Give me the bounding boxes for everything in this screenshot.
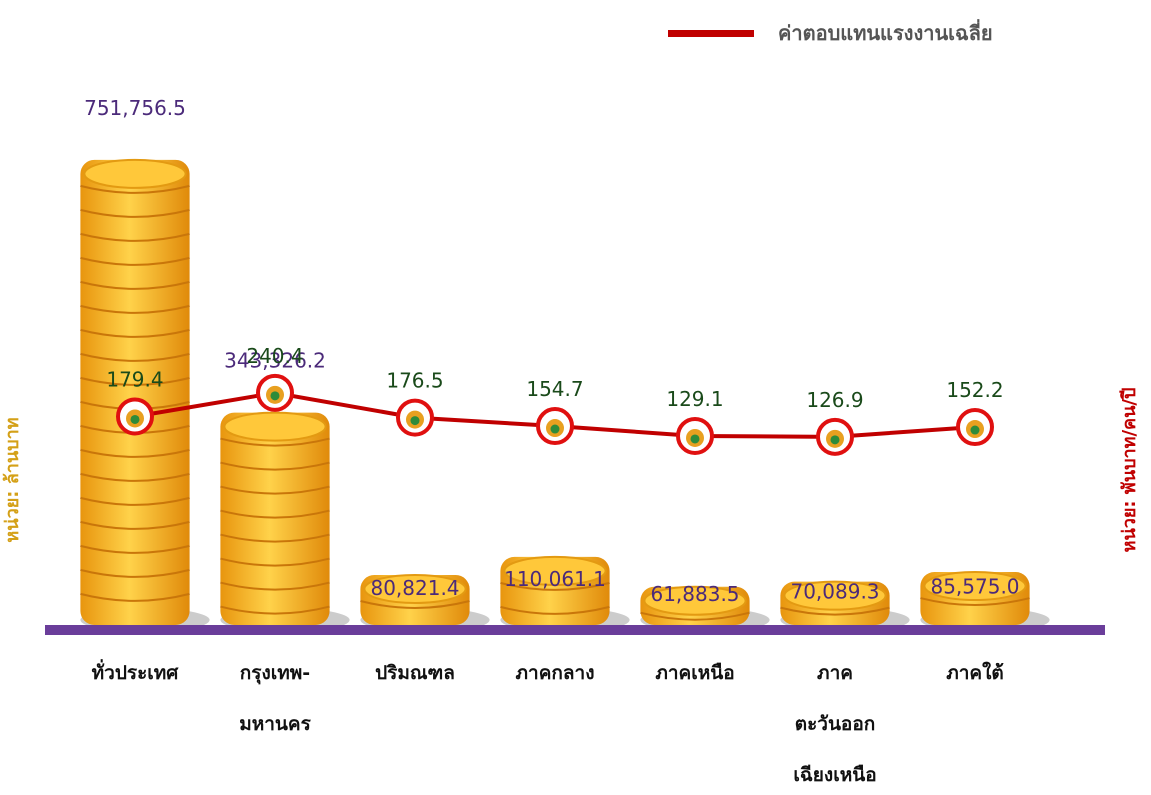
- money-bag-dot: [830, 435, 840, 445]
- x-tick-label: ภาคเหนือ: [655, 662, 735, 684]
- coin-edge: [80, 352, 190, 362]
- coin-edge: [80, 304, 190, 314]
- coin-edge: [220, 509, 330, 519]
- x-tick-label: ภาคกลาง: [515, 662, 595, 684]
- coin-edge: [220, 461, 330, 471]
- legend-swatch: [668, 30, 754, 37]
- line-value-label: 126.9: [806, 388, 863, 412]
- coin-edge: [80, 280, 190, 290]
- coin-edge: [920, 597, 1030, 606]
- y2-axis-label: หน่วย: พันบาท/คน/ปี: [1119, 388, 1140, 553]
- x-tick-label: ทั่วประเทศ: [91, 662, 179, 684]
- line-value-label: 240.4: [246, 344, 303, 368]
- line-value-label: 176.5: [386, 369, 443, 393]
- bar: [80, 159, 190, 626]
- coin-edge: [80, 472, 190, 482]
- coin-edge: [80, 592, 190, 602]
- coin-edge: [80, 208, 190, 218]
- money-bag-dot: [970, 425, 980, 435]
- coin-edge: [80, 376, 190, 386]
- coin-top: [363, 573, 467, 604]
- value-label: 80,821.4: [370, 576, 459, 600]
- coin-top: [503, 555, 607, 586]
- coin-edge: [80, 520, 190, 530]
- bar: [220, 412, 330, 625]
- coin-edge: [640, 611, 750, 621]
- money-bag-dot: [550, 424, 560, 434]
- value-label: 343,326.2: [224, 349, 326, 373]
- coin-top: [223, 411, 327, 442]
- money-bag-dot: [410, 416, 420, 426]
- coin-edge: [80, 448, 190, 458]
- money-bag-dot: [270, 391, 280, 401]
- x-tick-label: ภาคใต้: [946, 662, 1004, 684]
- coin-edge: [500, 581, 610, 591]
- coin-edge: [220, 485, 330, 495]
- x-tick-label: ปริมณฑล: [375, 662, 455, 684]
- coin-top: [783, 580, 887, 611]
- coin-edge: [220, 557, 330, 567]
- line-value-label: 152.2: [946, 378, 1003, 402]
- value-label: 85,575.0: [930, 575, 1019, 599]
- coin-edge: [80, 544, 190, 554]
- coin-edge: [360, 600, 470, 609]
- money-bag-dot: [690, 434, 700, 444]
- legend-label: ค่าตอบแทนแรงงานเฉลี่ย: [778, 18, 993, 45]
- coin-edge: [220, 533, 330, 543]
- coin-edge: [220, 437, 330, 447]
- coin-edge: [80, 496, 190, 506]
- value-label: 110,061.1: [504, 567, 606, 591]
- line-value-label: 129.1: [666, 387, 723, 411]
- coin-top: [83, 158, 187, 189]
- coin-edge: [780, 606, 890, 616]
- money-bag-dot: [130, 414, 140, 424]
- baseline: [45, 625, 1105, 635]
- coin-edge: [80, 328, 190, 338]
- coin-edge: [500, 605, 610, 615]
- line-value-label: 179.4: [106, 367, 163, 391]
- value-label: 70,089.3: [790, 579, 879, 603]
- coin-top: [923, 571, 1027, 602]
- coin-top: [643, 585, 747, 616]
- y-axis-label: หน่วย: ล้านบาท: [2, 417, 23, 542]
- x-tick-label: ภาค ตะวันออก เฉียงเหนือ: [793, 662, 877, 786]
- coin-edge: [80, 232, 190, 242]
- x-tick-label: กรุงเทพ- มหานคร: [239, 662, 311, 735]
- coin-edge: [220, 581, 330, 591]
- value-label: 61,883.5: [650, 582, 739, 606]
- coin-edge: [80, 568, 190, 578]
- coin-edge: [220, 605, 330, 615]
- line-value-label: 154.7: [526, 377, 583, 401]
- coin-edge: [80, 184, 190, 194]
- value-label: 751,756.5: [84, 96, 186, 120]
- coin-edge: [80, 256, 190, 266]
